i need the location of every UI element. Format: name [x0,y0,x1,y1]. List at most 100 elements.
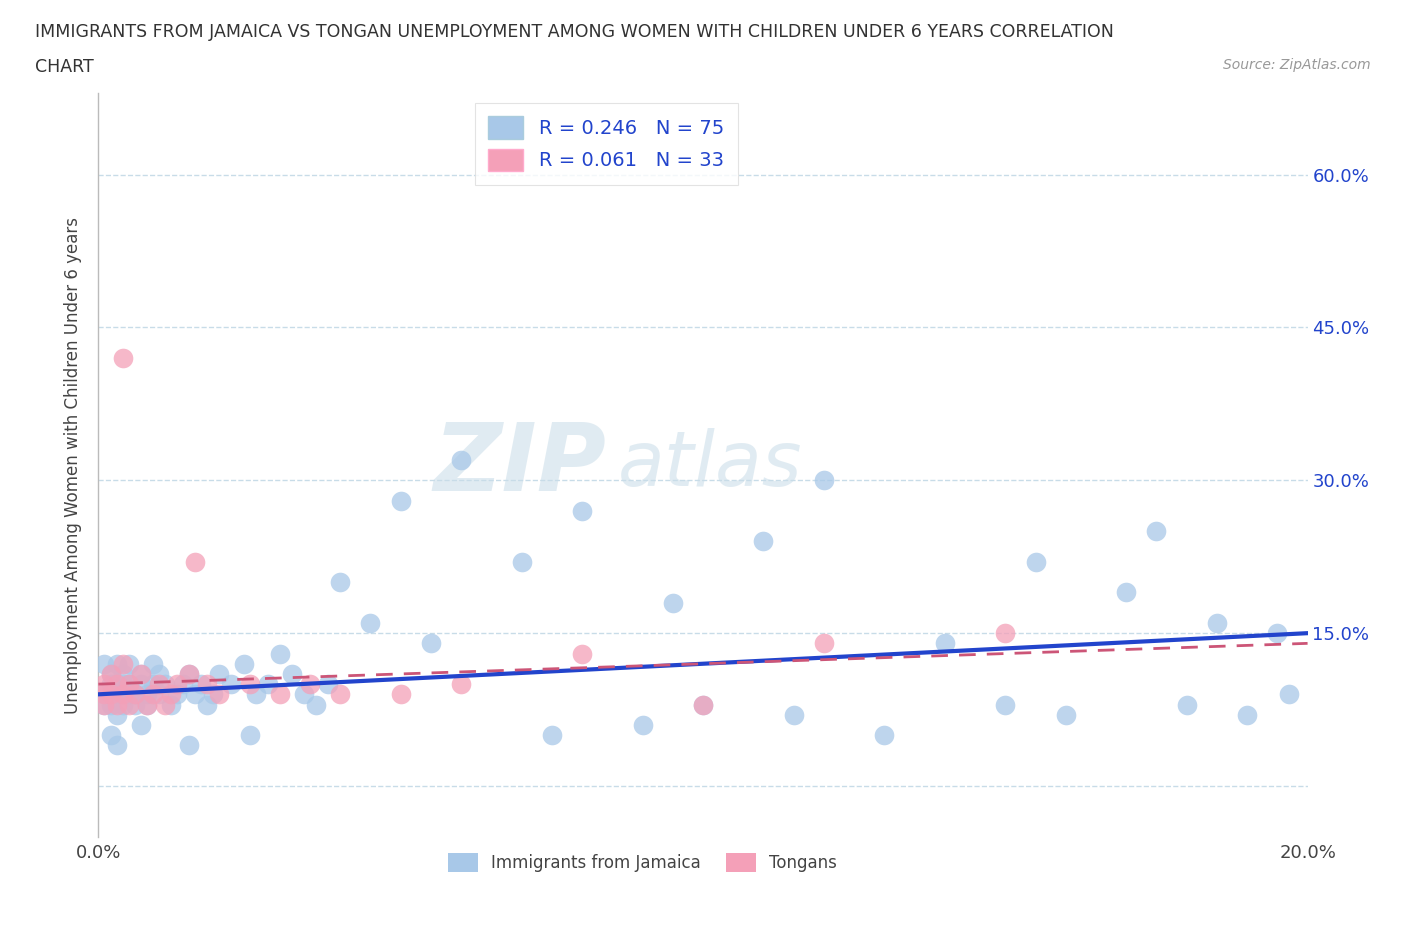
Point [389,493,412,508]
Point [179,667,201,682]
Point [118,657,141,671]
Point [692,698,714,712]
Point [166,687,188,702]
Point [934,636,956,651]
Point [100,687,122,702]
Point [208,667,231,682]
Point [1236,707,1258,722]
Point [752,534,775,549]
Point [1024,554,1046,569]
Point [179,667,201,682]
Text: IMMIGRANTS FROM JAMAICA VS TONGAN UNEMPLOYMENT AMONG WOMEN WITH CHILDREN UNDER 6: IMMIGRANTS FROM JAMAICA VS TONGAN UNEMPL… [35,23,1114,41]
Point [1144,524,1167,538]
Point [661,595,683,610]
Point [124,698,146,712]
Point [105,677,128,692]
Point [329,687,352,702]
Point [118,698,141,712]
Point [160,698,183,712]
Point [873,727,896,742]
Point [124,687,146,702]
Point [245,687,267,702]
Point [208,687,231,702]
Text: Source: ZipAtlas.com: Source: ZipAtlas.com [1223,58,1371,72]
Point [93,698,115,712]
Point [148,687,170,702]
Point [256,677,278,692]
Point [190,677,212,692]
Point [281,667,304,682]
Point [239,727,262,742]
Point [994,698,1017,712]
Point [195,677,218,692]
Point [111,667,134,682]
Point [100,727,122,742]
Point [105,657,128,671]
Point [1267,626,1289,641]
Point [129,667,152,682]
Point [135,698,157,712]
Point [631,717,654,732]
Point [100,677,122,692]
Point [783,707,806,722]
Point [221,677,243,692]
Point [1054,707,1077,722]
Point [299,677,322,692]
Point [269,646,291,661]
Point [692,698,714,712]
Point [172,677,194,692]
Point [1278,687,1301,702]
Point [118,677,141,692]
Point [571,646,593,661]
Point [813,472,835,487]
Point [100,698,122,712]
Point [118,687,141,702]
Point [93,677,115,692]
Point [450,453,472,468]
Point [129,667,152,682]
Point [994,626,1017,641]
Point [129,677,152,692]
Point [195,698,218,712]
Point [179,737,201,752]
Point [1175,698,1198,712]
Y-axis label: Unemployment Among Women with Children Under 6 years: Unemployment Among Women with Children U… [65,217,83,713]
Point [360,616,382,631]
Point [571,503,593,518]
Point [1115,585,1137,600]
Point [105,687,128,702]
Point [239,677,262,692]
Point [316,677,339,692]
Point [148,677,170,692]
Point [450,677,472,692]
Point [93,687,115,702]
Point [166,677,188,692]
Point [202,687,225,702]
Point [1206,616,1229,631]
Point [111,351,134,365]
Text: CHART: CHART [35,58,94,75]
Point [124,687,146,702]
Point [100,667,122,682]
Point [292,687,315,702]
Point [135,687,157,702]
Point [184,554,207,569]
Point [153,677,176,692]
Point [105,737,128,752]
Point [93,687,115,702]
Point [420,636,443,651]
Point [813,636,835,651]
Point [93,657,115,671]
Point [142,677,165,692]
Point [269,687,291,702]
Point [111,698,134,712]
Point [105,707,128,722]
Point [160,687,183,702]
Point [129,717,152,732]
Point [111,657,134,671]
Point [389,687,412,702]
Point [142,687,165,702]
Point [329,575,352,590]
Point [232,657,254,671]
Point [93,698,115,712]
